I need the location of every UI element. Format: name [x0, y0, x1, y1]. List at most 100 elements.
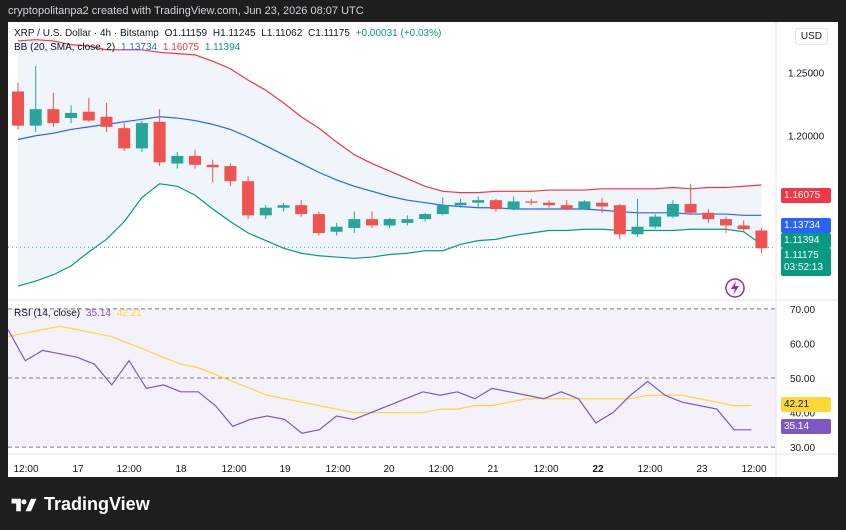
bb-legend[interactable]: BB (20, SMA, close, 2) 1.13734 1.16075 1… — [14, 42, 243, 53]
candle — [153, 109, 166, 167]
bb-upper-line — [17, 39, 762, 194]
rsi-tick-label: 60.00 — [790, 339, 815, 350]
candle-body — [401, 219, 414, 223]
candle — [684, 183, 697, 215]
candle — [47, 92, 60, 127]
brand-name: TradingView — [44, 494, 150, 514]
symbol-label[interactable]: XRP / U.S. Dollar · 4h · Bitstamp — [14, 28, 159, 39]
time-tick-label: 12:00 — [13, 464, 38, 475]
footer-brand[interactable]: TradingView — [10, 494, 150, 515]
candle — [543, 200, 555, 208]
bb-upper-tag: 1.16075 — [781, 188, 831, 203]
rsi-tick-label: 40.00 — [790, 409, 815, 420]
candle-body — [596, 202, 609, 207]
candle-body — [65, 112, 78, 119]
watermark-header: cryptopolitanpa2 created with TradingVie… — [8, 5, 364, 17]
time-tick-label: 12:00 — [428, 464, 453, 475]
candle — [702, 209, 715, 223]
price-tick-label: 1.20000 — [788, 132, 825, 143]
last-price-tag: 1.11175 03:52:13 — [781, 248, 831, 276]
candle-body — [560, 205, 573, 210]
bb-lower-tag: 1.11394 — [781, 233, 831, 248]
candle-body — [755, 230, 768, 249]
low-value: L1.11062 — [261, 28, 303, 39]
rsi-tick-label: 50.00 — [790, 374, 815, 385]
candle-body — [702, 212, 715, 220]
bar-countdown: 03:52:13 — [784, 262, 823, 273]
candle — [472, 196, 485, 208]
flash-icon — [725, 278, 745, 298]
time-tick-label: 21 — [487, 464, 499, 475]
candle — [755, 227, 768, 254]
candle — [12, 82, 24, 130]
candle-body — [366, 219, 378, 226]
time-tick-label: 23 — [696, 464, 708, 475]
candle-body — [684, 203, 697, 213]
candle — [419, 212, 432, 222]
currency-button[interactable]: USD — [794, 28, 828, 45]
candle-body — [454, 202, 467, 206]
candle — [242, 176, 255, 220]
candle — [560, 200, 573, 211]
candle — [135, 120, 148, 153]
candle — [224, 163, 237, 187]
time-tick-label: 12:00 — [116, 464, 141, 475]
rsi-ma-value: 42.21 — [116, 308, 142, 319]
time-tick-label: 22 — [592, 464, 604, 475]
candle-body — [224, 166, 237, 182]
candle — [507, 196, 520, 211]
candle — [65, 105, 78, 124]
candle — [259, 205, 272, 220]
candle-body — [578, 201, 591, 210]
price-legend: XRP / U.S. Dollar · 4h · Bitstamp O1.111… — [14, 28, 444, 39]
candle — [649, 214, 662, 230]
candle — [613, 203, 626, 240]
candle-body — [631, 226, 644, 235]
flash-icon-bolt — [731, 281, 739, 295]
candle — [171, 152, 184, 169]
rsi-label: RSI (14, close) — [14, 308, 81, 319]
candle-body — [348, 219, 361, 228]
rsi-tag: 35.14 — [781, 419, 831, 434]
candle-body — [613, 205, 626, 235]
candle-body — [277, 205, 290, 208]
candle — [525, 198, 538, 206]
candle-body — [47, 109, 60, 124]
bb-upper-value: 1.16075 — [162, 42, 200, 53]
candle-body — [118, 128, 131, 149]
candle-body — [472, 200, 485, 203]
candle-body — [153, 121, 166, 163]
candle — [118, 123, 131, 151]
candle-body — [295, 205, 308, 215]
candle-body — [135, 123, 148, 149]
chart-svg[interactable]: 1.250001.200001.1500070.0060.0050.0040.0… — [8, 22, 838, 477]
time-tick-label: 20 — [383, 464, 395, 475]
candle-body — [12, 91, 24, 126]
bb-mid-value: 1.13734 — [120, 42, 158, 53]
chart-area[interactable]: 1.250001.200001.1500070.0060.0050.0040.0… — [8, 22, 838, 477]
flash-icon-ring — [725, 278, 745, 298]
time-tick-label: 12:00 — [533, 464, 558, 475]
candle-body — [171, 155, 184, 164]
candle-body — [242, 181, 255, 216]
candle-body — [525, 201, 538, 203]
candle-body — [666, 203, 679, 217]
candle-body — [649, 216, 662, 227]
rsi-legend[interactable]: RSI (14, close) 35.14 42.21 — [14, 308, 145, 319]
candle-body — [543, 202, 555, 206]
change-value: +0.00031 (+0.03%) — [355, 28, 442, 39]
candle-body — [82, 111, 95, 121]
candle — [312, 211, 325, 236]
candle — [489, 198, 502, 212]
candle — [100, 102, 113, 132]
candle — [366, 211, 378, 228]
rsi-line — [8, 329, 752, 434]
candle — [436, 197, 449, 216]
time-tick-label: 12:00 — [741, 464, 766, 475]
rsi-tick-label: 70.00 — [790, 305, 815, 316]
time-tick-label: 12:00 — [325, 464, 350, 475]
time-tick-label: 12:00 — [637, 464, 662, 475]
bb-label: BB (20, SMA, close, 2) — [14, 42, 116, 53]
time-tick-label: 19 — [279, 464, 291, 475]
